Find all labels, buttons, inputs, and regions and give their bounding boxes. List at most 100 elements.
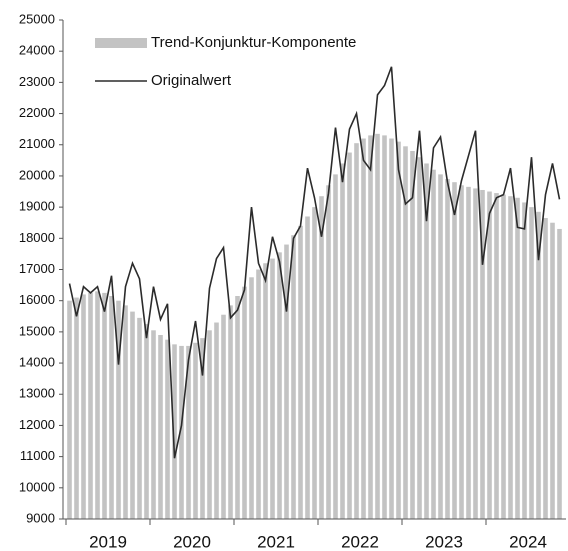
bar — [284, 244, 289, 520]
bar — [186, 345, 191, 519]
bar — [403, 146, 408, 519]
bar — [291, 235, 296, 519]
y-tick-label: 24000 — [19, 43, 55, 58]
bar — [452, 182, 457, 520]
bar — [354, 143, 359, 520]
x-tick-label: 2020 — [173, 532, 211, 551]
bar — [501, 194, 506, 519]
bar — [242, 286, 247, 519]
y-tick-label: 21000 — [19, 136, 55, 151]
bar — [228, 305, 233, 519]
y-tick-label: 12000 — [19, 417, 55, 432]
bar — [74, 297, 79, 519]
bar — [438, 174, 443, 520]
legend-label: Trend-Konjunktur-Komponente — [151, 34, 356, 51]
y-tick-label: 23000 — [19, 74, 55, 89]
bar — [410, 150, 415, 520]
bar — [277, 252, 282, 520]
x-tick-label: 2024 — [509, 532, 547, 551]
bar — [522, 202, 527, 519]
bar — [172, 344, 177, 519]
bar — [207, 330, 212, 519]
y-tick-label: 18000 — [19, 230, 55, 245]
bar — [459, 185, 464, 519]
y-tick-label: 17000 — [19, 261, 55, 276]
bar — [347, 152, 352, 519]
bar — [235, 296, 240, 519]
x-tick-label: 2021 — [257, 532, 295, 551]
bar — [298, 225, 303, 519]
bar — [200, 338, 205, 519]
bar — [382, 135, 387, 520]
bar — [417, 157, 422, 519]
bar — [102, 292, 107, 519]
bar — [389, 138, 394, 519]
y-tick-label: 25000 — [19, 11, 55, 26]
bar — [396, 141, 401, 519]
bar — [144, 324, 149, 519]
y-tick-label: 14000 — [19, 355, 55, 370]
bar — [445, 179, 450, 519]
bar — [193, 342, 198, 519]
x-tick-label: 2022 — [341, 532, 379, 551]
y-tick-label: 19000 — [19, 199, 55, 214]
bar — [116, 300, 121, 519]
bar — [312, 207, 317, 519]
bar — [550, 222, 555, 519]
bar — [249, 277, 254, 519]
y-tick-label: 13000 — [19, 386, 55, 401]
bar — [326, 185, 331, 519]
bar — [543, 218, 548, 519]
bar — [158, 334, 163, 519]
bar — [123, 305, 128, 519]
bar — [109, 296, 114, 519]
legend-swatch — [95, 38, 147, 48]
bar — [508, 196, 513, 519]
bar — [319, 196, 324, 519]
y-tick-label: 9000 — [26, 510, 55, 525]
bar — [361, 138, 366, 519]
bar — [88, 292, 93, 519]
line — [68, 66, 561, 459]
bar — [368, 135, 373, 520]
y-tick-label: 10000 — [19, 479, 55, 494]
bar — [151, 330, 156, 519]
bar — [165, 339, 170, 519]
legend-label: Originalwert — [151, 72, 232, 89]
x-tick-label: 2023 — [425, 532, 463, 551]
y-tick-label: 15000 — [19, 323, 55, 338]
y-tick-label: 16000 — [19, 292, 55, 307]
bar — [536, 211, 541, 519]
y-tick-label: 11000 — [20, 448, 55, 463]
bar — [179, 345, 184, 519]
bar — [270, 258, 275, 519]
bar — [557, 228, 562, 520]
bar — [263, 263, 268, 519]
y-tick-label: 22000 — [19, 105, 55, 120]
bar — [256, 269, 261, 519]
bar — [221, 314, 226, 519]
x-tick-label: 2019 — [89, 532, 127, 551]
bar — [473, 188, 478, 519]
bar — [340, 163, 345, 519]
bar — [305, 216, 310, 519]
bar — [214, 322, 219, 519]
bar — [529, 207, 534, 519]
bar — [466, 186, 471, 519]
bar — [431, 169, 436, 519]
bar — [480, 189, 485, 520]
bar — [375, 133, 380, 519]
bar — [333, 174, 338, 520]
bar — [487, 191, 492, 519]
bar — [515, 197, 520, 520]
bar — [67, 300, 72, 519]
y-tick-label: 20000 — [19, 167, 55, 182]
bar — [81, 294, 86, 519]
bar — [494, 193, 499, 519]
bar — [137, 317, 142, 519]
bar — [130, 311, 135, 519]
bar — [424, 163, 429, 519]
bar — [95, 291, 100, 519]
